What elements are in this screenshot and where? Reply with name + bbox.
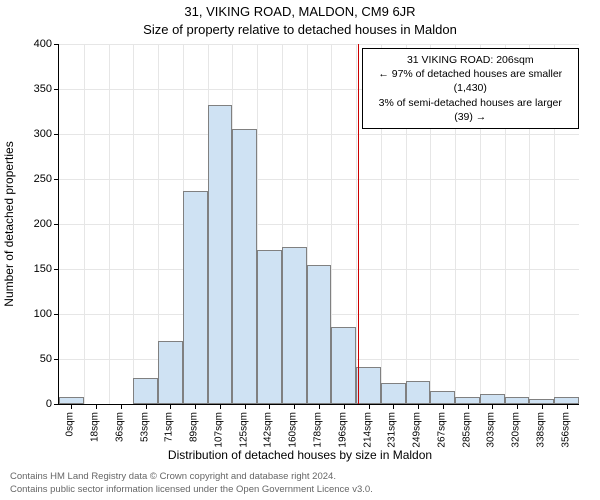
- ytick-label: 250: [12, 173, 52, 185]
- xtick-label: 125sqm: [238, 412, 249, 448]
- histogram-bar: [307, 265, 332, 404]
- gridline-horizontal: [59, 224, 579, 225]
- ytick-label: 400: [12, 38, 52, 50]
- xtick-label: 267sqm: [436, 412, 447, 448]
- histogram-bar: [455, 397, 480, 404]
- xtick-label: 89sqm: [189, 412, 200, 442]
- xtick-mark: [294, 404, 295, 409]
- histogram-bar: [183, 191, 208, 404]
- gridline-horizontal: [59, 179, 579, 180]
- histogram-bar: [505, 397, 530, 404]
- histogram-bar: [480, 394, 505, 404]
- gridline-vertical: [109, 44, 110, 404]
- xtick-mark: [393, 404, 394, 409]
- marker-line: [358, 44, 359, 404]
- chart-subtitle: Size of property relative to detached ho…: [0, 22, 600, 37]
- xtick-mark: [269, 404, 270, 409]
- histogram-bar: [356, 367, 381, 404]
- histogram-bar: [282, 247, 307, 404]
- xtick-label: 285sqm: [461, 412, 472, 448]
- xtick-mark: [443, 404, 444, 409]
- ytick-mark: [54, 359, 59, 360]
- histogram-bar: [430, 391, 455, 405]
- ytick-mark: [54, 404, 59, 405]
- histogram-bar: [59, 397, 84, 404]
- histogram-bar: [257, 250, 282, 404]
- xtick-label: 71sqm: [164, 412, 175, 442]
- xtick-label: 142sqm: [263, 412, 274, 448]
- xtick-label: 178sqm: [313, 412, 324, 448]
- footer-line-1: Contains HM Land Registry data © Crown c…: [10, 471, 373, 483]
- xtick-mark: [121, 404, 122, 409]
- histogram-bar: [406, 381, 431, 404]
- xtick-mark: [369, 404, 370, 409]
- annotation-box: 31 VIKING ROAD: 206sqm← 97% of detached …: [362, 48, 579, 129]
- ytick-mark: [54, 134, 59, 135]
- xtick-mark: [195, 404, 196, 409]
- xtick-mark: [492, 404, 493, 409]
- ytick-label: 100: [12, 308, 52, 320]
- xtick-mark: [542, 404, 543, 409]
- gridline-horizontal: [59, 134, 579, 135]
- xtick-mark: [96, 404, 97, 409]
- annotation-line-1: 31 VIKING ROAD: 206sqm: [371, 53, 570, 67]
- histogram-bar: [232, 129, 257, 404]
- xtick-mark: [245, 404, 246, 409]
- xtick-mark: [468, 404, 469, 409]
- histogram-bar: [381, 383, 406, 404]
- gridline-horizontal: [59, 44, 579, 45]
- xtick-label: 107sqm: [213, 412, 224, 448]
- plot-area: 31 VIKING ROAD: 206sqm← 97% of detached …: [58, 44, 579, 405]
- ytick-label: 150: [12, 263, 52, 275]
- histogram-bar: [158, 341, 183, 404]
- ytick-mark: [54, 314, 59, 315]
- ytick-mark: [54, 44, 59, 45]
- xtick-label: 231sqm: [387, 412, 398, 448]
- histogram-bar: [133, 378, 158, 404]
- xtick-label: 320sqm: [511, 412, 522, 448]
- ytick-label: 200: [12, 218, 52, 230]
- footer-attribution: Contains HM Land Registry data © Crown c…: [10, 471, 373, 496]
- ytick-mark: [54, 179, 59, 180]
- gridline-vertical: [84, 44, 85, 404]
- ytick-mark: [54, 89, 59, 90]
- xtick-mark: [220, 404, 221, 409]
- x-axis-label: Distribution of detached houses by size …: [0, 448, 600, 462]
- xtick-label: 196sqm: [337, 412, 348, 448]
- chart-title: 31, VIKING ROAD, MALDON, CM9 6JR: [0, 4, 600, 19]
- ytick-label: 350: [12, 83, 52, 95]
- figure: 31, VIKING ROAD, MALDON, CM9 6JR Size of…: [0, 0, 600, 500]
- xtick-mark: [319, 404, 320, 409]
- xtick-label: 160sqm: [288, 412, 299, 448]
- footer-line-2: Contains public sector information licen…: [10, 484, 373, 496]
- xtick-mark: [567, 404, 568, 409]
- xtick-label: 356sqm: [560, 412, 571, 448]
- annotation-line-3: 3% of semi-detached houses are larger (3…: [371, 96, 570, 124]
- xtick-label: 36sqm: [114, 412, 125, 442]
- xtick-mark: [71, 404, 72, 409]
- histogram-bar: [554, 397, 579, 404]
- xtick-label: 338sqm: [535, 412, 546, 448]
- xtick-label: 0sqm: [65, 412, 76, 436]
- histogram-bar: [208, 105, 233, 404]
- xtick-mark: [146, 404, 147, 409]
- ytick-label: 50: [12, 353, 52, 365]
- xtick-mark: [517, 404, 518, 409]
- gridline-vertical: [133, 44, 134, 404]
- ytick-label: 0: [12, 398, 52, 410]
- ytick-mark: [54, 224, 59, 225]
- xtick-mark: [418, 404, 419, 409]
- histogram-bar: [331, 327, 356, 404]
- annotation-line-2: ← 97% of detached houses are smaller (1,…: [371, 67, 570, 95]
- xtick-label: 214sqm: [362, 412, 373, 448]
- xtick-label: 303sqm: [486, 412, 497, 448]
- xtick-mark: [344, 404, 345, 409]
- ytick-mark: [54, 269, 59, 270]
- xtick-label: 249sqm: [412, 412, 423, 448]
- xtick-mark: [170, 404, 171, 409]
- xtick-label: 18sqm: [90, 412, 101, 442]
- xtick-label: 53sqm: [139, 412, 150, 442]
- ytick-label: 300: [12, 128, 52, 140]
